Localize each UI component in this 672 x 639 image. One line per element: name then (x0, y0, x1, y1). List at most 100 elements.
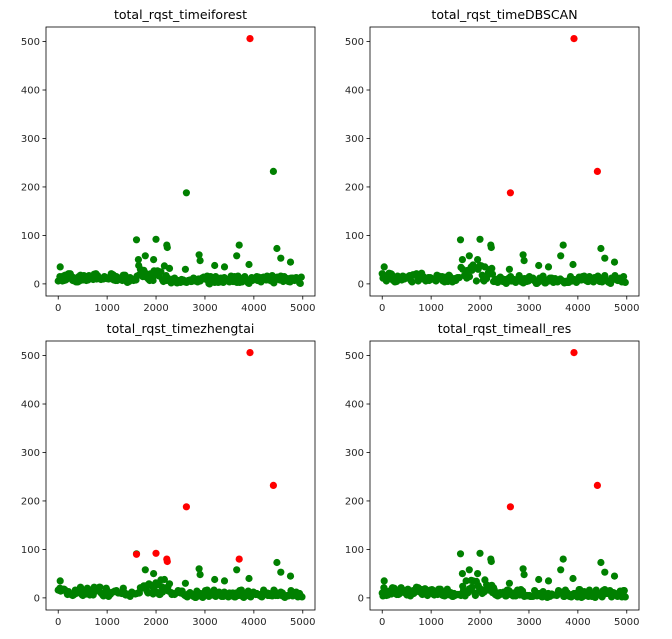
data-point (487, 243, 495, 252)
data-point (220, 577, 229, 585)
data-point (286, 572, 295, 580)
data-point (235, 241, 243, 249)
data-point (569, 574, 577, 583)
data-point (519, 251, 527, 259)
data-point (165, 264, 174, 272)
data-point (298, 593, 306, 601)
data-point (273, 244, 281, 253)
data-point (134, 256, 142, 264)
y-tick-label: 400 (21, 86, 40, 97)
chart-title: total_rqst_timezhengtai (107, 321, 255, 336)
x-tick-label: 3000 (516, 617, 541, 628)
data-point (165, 580, 174, 588)
chart-title: total_rqst_timeiforest (114, 7, 247, 22)
data-point (233, 252, 241, 260)
y-tick-label: 300 (345, 448, 364, 459)
data-point (195, 565, 203, 573)
data-point (520, 257, 528, 265)
data-point (181, 579, 189, 587)
x-tick-label: 3000 (192, 617, 217, 628)
data-point (297, 273, 305, 281)
outlier-point (593, 481, 602, 489)
axes-frame (369, 340, 640, 611)
data-point (195, 251, 203, 259)
outlier-point (182, 503, 190, 511)
data-point (601, 254, 609, 262)
data-point (544, 263, 553, 271)
y-tick-label: 100 (21, 545, 40, 556)
y-tick-label: 500 (21, 351, 40, 362)
x-tick-label: 1000 (94, 617, 119, 628)
outlier-point (570, 35, 578, 43)
y-tick-label: 300 (21, 448, 40, 459)
data-point (468, 583, 476, 591)
data-point (273, 558, 281, 567)
data-point (269, 167, 277, 175)
data-point (557, 566, 565, 574)
data-point (472, 277, 480, 285)
y-tick-label: 400 (345, 400, 364, 411)
data-point (559, 241, 567, 249)
data-point (476, 549, 484, 557)
x-tick-label: 2000 (467, 303, 492, 314)
y-tick-label: 400 (345, 86, 364, 97)
data-point (458, 256, 466, 264)
y-tick-label: 400 (21, 400, 40, 411)
x-tick-label: 2000 (143, 617, 168, 628)
data-point (150, 570, 158, 578)
data-point (487, 557, 495, 566)
y-tick-label: 200 (345, 496, 364, 507)
data-point (181, 265, 189, 273)
data-point (408, 278, 416, 286)
data-point (597, 244, 605, 253)
y-tick-label: 200 (21, 182, 40, 193)
data-point (559, 555, 567, 563)
y-tick-label: 500 (21, 37, 40, 48)
data-point (152, 235, 160, 243)
y-tick-label: 100 (345, 545, 364, 556)
x-tick-label: 1000 (418, 617, 443, 628)
y-tick-label: 300 (345, 134, 364, 145)
data-point (458, 570, 466, 578)
data-point (141, 566, 149, 574)
data-point (488, 270, 497, 278)
data-point (476, 235, 484, 243)
data-point (245, 260, 253, 269)
data-point (601, 568, 609, 576)
outlier-point (132, 550, 141, 558)
x-tick-label: 3000 (516, 303, 541, 314)
y-tick-label: 0 (34, 279, 40, 290)
data-point (296, 279, 304, 287)
y-tick-label: 200 (345, 182, 364, 193)
data-point (471, 591, 479, 600)
data-point (96, 583, 104, 591)
outlier-point (506, 189, 514, 197)
data-point (380, 263, 388, 271)
x-tick-label: 0 (55, 617, 61, 628)
x-tick-label: 4000 (241, 303, 266, 314)
data-point (557, 252, 565, 260)
x-tick-label: 5000 (614, 617, 639, 628)
data-point (286, 258, 295, 266)
data-point (157, 268, 165, 276)
outlier-point (246, 35, 254, 43)
x-tick-label: 2000 (143, 303, 168, 314)
y-tick-label: 0 (358, 593, 364, 604)
x-tick-label: 4000 (241, 617, 266, 628)
outlier-point (235, 555, 243, 563)
data-point (610, 258, 619, 266)
data-point (519, 565, 527, 573)
data-point (182, 189, 190, 197)
data-point (233, 566, 241, 574)
y-tick-label: 0 (34, 593, 40, 604)
data-point (141, 252, 149, 260)
data-point (505, 579, 513, 587)
y-tick-label: 100 (345, 231, 364, 242)
data-point (277, 568, 285, 576)
data-point (621, 278, 629, 286)
data-point (211, 261, 219, 270)
data-point (456, 550, 465, 558)
